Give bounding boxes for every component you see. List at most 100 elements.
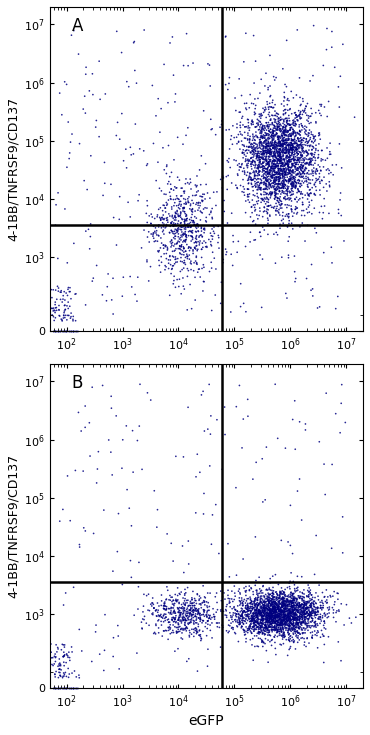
Point [300,171,306,182]
Point [313,606,319,618]
Point [245,160,251,172]
Point [280,591,286,603]
Point [276,175,282,187]
Point [292,627,298,639]
Point [287,591,293,603]
Point [299,157,305,168]
Point [256,179,262,191]
Point [272,184,278,196]
Point [321,458,327,470]
Point [245,604,251,616]
Point [269,163,275,175]
Point [196,598,202,610]
Point [295,627,301,639]
Point [289,619,295,631]
Point [293,176,299,188]
Point [300,616,306,628]
Point [293,89,299,101]
Point [158,609,164,620]
Point [272,143,278,154]
Point [280,600,286,612]
Point [299,609,305,621]
Point [280,162,286,174]
Point [235,600,241,612]
Point [155,597,161,609]
Point [182,259,188,270]
Point [174,625,179,637]
Point [134,648,140,659]
Point [287,633,293,645]
Point [291,598,297,610]
Point [278,182,284,194]
Point [286,598,292,609]
Point [282,160,287,172]
Point [265,603,270,615]
Point [288,183,294,195]
Point [261,591,267,603]
Point [259,611,265,623]
Point [234,182,240,194]
Point [276,608,282,620]
Point [283,116,289,128]
Point [314,165,320,176]
Point [321,620,327,631]
Point [253,616,259,628]
Point [294,613,300,625]
Point [179,603,185,614]
Point [282,159,288,171]
Point [290,587,296,599]
Point [279,597,285,609]
Point [180,203,186,215]
Point [271,631,277,642]
Point [215,617,221,629]
Point [167,623,173,635]
Point [300,152,306,164]
Point [273,184,279,196]
Point [307,584,313,596]
Point [257,158,263,170]
Point [116,213,122,225]
Point [274,108,280,120]
Point [67,682,73,694]
Point [193,507,199,519]
Point [52,326,58,337]
Point [182,234,188,245]
Point [285,590,290,602]
Point [301,601,307,613]
Point [171,606,176,617]
Point [241,582,247,594]
Point [246,611,252,623]
Point [286,612,292,623]
Point [290,636,296,648]
Point [198,599,204,611]
Point [171,219,177,231]
Point [261,143,267,154]
Point [299,171,305,183]
Point [140,613,146,625]
Point [284,151,290,162]
Point [256,124,262,136]
Point [245,134,250,146]
Point [261,147,267,159]
Point [274,183,280,195]
Point [292,112,298,124]
Point [299,165,305,177]
Point [279,164,285,176]
Point [287,591,293,603]
Point [288,176,294,188]
Point [278,131,284,143]
Point [290,606,296,617]
Point [65,672,71,684]
Point [279,602,285,614]
Point [174,273,180,285]
Point [235,235,241,247]
Point [270,606,276,618]
Point [288,130,294,142]
Point [282,154,287,166]
Point [291,612,297,624]
Point [257,619,263,631]
Point [266,155,272,167]
Point [188,235,194,247]
Point [260,129,266,141]
Point [161,59,167,71]
